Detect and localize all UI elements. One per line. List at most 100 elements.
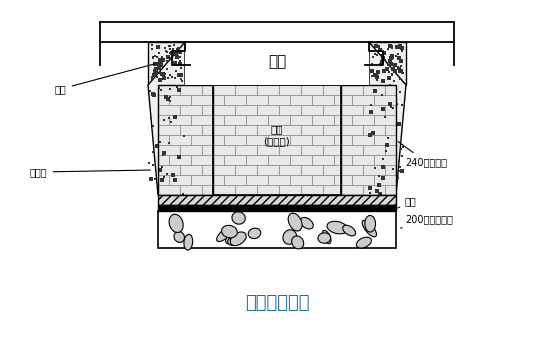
Point — [397, 45, 406, 51]
Bar — [334, 135, 341, 145]
Point — [170, 114, 179, 120]
Point — [387, 55, 396, 61]
Point — [149, 123, 158, 129]
Bar — [257, 85, 279, 95]
Point — [388, 43, 397, 49]
Point — [370, 72, 379, 78]
Point — [396, 68, 405, 73]
Point — [397, 63, 406, 68]
Bar — [158, 155, 169, 165]
Bar — [323, 145, 341, 154]
Bar — [191, 115, 213, 124]
Bar — [341, 175, 352, 185]
Point — [368, 61, 377, 66]
Point — [379, 69, 388, 74]
Point — [149, 56, 158, 61]
Bar — [363, 85, 384, 95]
Ellipse shape — [169, 214, 183, 233]
Ellipse shape — [232, 212, 245, 224]
Bar — [385, 85, 396, 95]
Point — [151, 62, 160, 67]
Ellipse shape — [222, 225, 237, 238]
Point — [396, 164, 405, 169]
Ellipse shape — [228, 236, 240, 245]
Point — [366, 110, 375, 115]
Point — [389, 55, 398, 60]
Point — [159, 149, 168, 154]
Point — [167, 75, 176, 80]
Bar — [169, 175, 191, 185]
Point — [148, 149, 157, 154]
Bar — [180, 145, 202, 154]
Point — [387, 72, 396, 78]
Bar — [290, 95, 312, 104]
Point — [155, 77, 164, 82]
Point — [151, 69, 160, 74]
Point — [398, 70, 407, 76]
Ellipse shape — [322, 231, 331, 244]
Bar — [312, 135, 334, 145]
Ellipse shape — [356, 237, 371, 248]
Text: 油毡: 油毡 — [398, 196, 417, 208]
Bar — [374, 95, 396, 104]
Point — [398, 169, 407, 174]
Bar — [369, 42, 406, 85]
Point — [375, 62, 384, 67]
Point — [147, 74, 156, 80]
Bar — [301, 125, 322, 135]
Point — [155, 66, 163, 71]
Bar — [312, 175, 334, 185]
Point — [158, 58, 167, 63]
Bar — [352, 135, 374, 145]
Bar — [257, 165, 279, 174]
Point — [158, 71, 167, 76]
Point — [156, 87, 165, 93]
Point — [371, 72, 379, 77]
Bar — [268, 95, 290, 104]
Bar — [213, 155, 224, 165]
Bar — [352, 155, 374, 165]
Point — [398, 153, 407, 159]
Point — [171, 68, 180, 74]
Bar — [279, 85, 301, 95]
Point — [160, 45, 169, 51]
Bar — [301, 85, 322, 95]
Point — [386, 61, 395, 67]
Bar — [180, 85, 202, 95]
Bar — [213, 85, 341, 195]
Point — [152, 144, 161, 149]
Bar — [268, 155, 290, 165]
Bar — [213, 85, 235, 95]
Bar — [279, 165, 301, 174]
Point — [151, 176, 160, 182]
Bar — [323, 85, 341, 95]
Bar — [185, 42, 369, 85]
Bar — [180, 165, 202, 174]
Bar — [169, 135, 191, 145]
Point — [397, 58, 406, 64]
Bar — [323, 185, 341, 194]
Bar — [279, 105, 301, 115]
Point — [152, 54, 161, 60]
Point — [148, 91, 157, 96]
Bar — [268, 135, 290, 145]
Point — [158, 177, 167, 183]
Bar — [268, 115, 290, 124]
Bar — [224, 175, 246, 185]
Point — [394, 64, 403, 70]
Point — [373, 69, 382, 75]
Bar — [341, 85, 396, 195]
Bar — [246, 155, 268, 165]
Ellipse shape — [217, 227, 233, 242]
Point — [368, 131, 377, 136]
Point — [386, 104, 395, 110]
Point — [163, 66, 172, 71]
Point — [150, 53, 159, 58]
Ellipse shape — [248, 228, 261, 239]
Point — [177, 65, 186, 71]
Point — [394, 67, 403, 72]
Bar — [279, 125, 301, 135]
Point — [147, 176, 156, 182]
Point — [376, 191, 384, 196]
Bar — [202, 145, 213, 154]
